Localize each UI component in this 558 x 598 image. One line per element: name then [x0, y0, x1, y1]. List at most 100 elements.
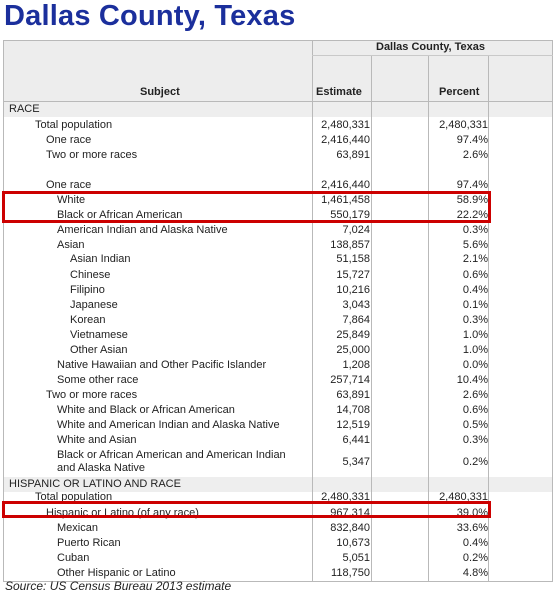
row-estimate: 832,840 [330, 522, 370, 534]
row-percent: 4.8% [462, 567, 488, 579]
row-percent: 1.0% [462, 329, 488, 341]
grid-line [552, 40, 553, 581]
table-row: White 1,461,458 58.9% [3, 193, 553, 208]
table-row: Native Hawaiian and Other Pacific Island… [3, 358, 553, 373]
row-subject: Puerto Rican [57, 537, 121, 549]
row-estimate: 10,216 [336, 284, 370, 296]
row-estimate: 2,480,331 [321, 491, 370, 503]
table-row: White and Black or African American 14,70… [3, 403, 553, 418]
table-row: HISPANIC OR LATINO AND RACE [3, 477, 553, 492]
row-subject: White and American Indian and Alaska Nat… [57, 419, 280, 431]
row-estimate: 1,208 [342, 359, 370, 371]
row-estimate: 25,000 [336, 344, 370, 356]
row-subject: Filipino [70, 284, 105, 296]
row-estimate: 550,179 [330, 209, 370, 221]
table-row: Total population 2,480,331 2,480,331 [3, 118, 553, 133]
row-subject: Korean [70, 314, 106, 326]
table-row: Black or African American 550,179 22.2% [3, 208, 553, 223]
row-percent: 0.2% [462, 552, 488, 564]
table-row: Other Hispanic or Latino 118,750 4.8% [3, 566, 553, 581]
table-row: Mexican 832,840 33.6% [3, 521, 553, 536]
grid-line [371, 55, 372, 581]
row-estimate: 6,441 [342, 434, 370, 446]
row-estimate: 14,708 [336, 404, 370, 416]
row-subject: Other Asian [70, 344, 128, 356]
row-percent: 0.2% [462, 456, 488, 468]
row-estimate: 51,158 [336, 253, 370, 265]
table-row: White and American Indian and Alaska Nat… [3, 418, 553, 433]
table-row: Asian 138,857 5.6% [3, 238, 553, 253]
row-estimate: 7,864 [342, 314, 370, 326]
row-percent: 5.6% [462, 239, 488, 251]
row-estimate: 1,461,458 [321, 194, 370, 206]
row-estimate: 7,024 [342, 224, 370, 236]
grid-line [312, 40, 313, 581]
row-estimate: 2,480,331 [321, 119, 370, 131]
row-subject: Total population [35, 119, 113, 131]
source-note: Source: US Census Bureau 2013 estimate [5, 579, 232, 593]
row-subject: American Indian and Alaska Native [57, 224, 228, 236]
row-subject: White and Asian [57, 434, 137, 446]
row-percent: 10.4% [456, 374, 488, 386]
table-row: Other Asian 25,000 1.0% [3, 343, 553, 358]
row-percent: 0.5% [462, 419, 488, 431]
row-estimate: 63,891 [336, 149, 370, 161]
row-estimate: 138,857 [330, 239, 370, 251]
row-subject: Asian Indian [70, 253, 131, 265]
row-subject: HISPANIC OR LATINO AND RACE [9, 478, 181, 490]
table-row: Japanese 3,043 0.1% [3, 298, 553, 313]
row-subject: Cuban [57, 552, 90, 564]
row-estimate: 5,051 [342, 552, 370, 564]
table-row: Black or African American and American I… [3, 448, 553, 476]
row-percent: 0.4% [462, 284, 488, 296]
row-subject: Other Hispanic or Latino [57, 567, 176, 579]
row-percent: 0.0% [462, 359, 488, 371]
row-estimate: 5,347 [342, 456, 370, 468]
grid-line [428, 55, 429, 581]
row-subject: Some other race [57, 374, 139, 386]
table-row: RACE [3, 102, 553, 117]
row-percent: 0.1% [462, 299, 488, 311]
table-row: Filipino 10,216 0.4% [3, 283, 553, 298]
row-subject: Black or African American [57, 209, 183, 221]
row-subject: Chinese [70, 269, 111, 281]
table-row: White and Asian 6,441 0.3% [3, 433, 553, 448]
row-subject: Two or more races [46, 389, 138, 401]
row-percent: 33.6% [456, 522, 488, 534]
row-percent: 0.3% [462, 224, 488, 236]
table-row: One race 2,416,440 97.4% [3, 133, 553, 148]
row-subject: White and Black or African American [57, 404, 235, 416]
row-percent: 0.6% [462, 404, 488, 416]
header-percent: Percent [439, 86, 480, 98]
row-estimate: 2,416,440 [321, 179, 370, 191]
table-row: One race 2,416,440 97.4% [3, 178, 553, 193]
row-estimate: 3,043 [342, 299, 370, 311]
highlight-box [2, 191, 491, 223]
table-bottom-border [3, 581, 553, 582]
table-row: American Indian and Alaska Native 7,024 0.… [3, 223, 553, 238]
table-row: Asian Indian 51,158 2.1% [3, 252, 553, 267]
row-subject: One race [46, 134, 92, 146]
table-row: Chinese 15,727 0.6% [3, 268, 553, 283]
row-percent: 2.1% [462, 253, 488, 265]
row-estimate: 118,750 [331, 567, 370, 579]
header-divider [312, 55, 553, 56]
row-estimate: 2,416,440 [321, 134, 370, 146]
row-percent: 0.6% [462, 269, 488, 281]
table-row: Two or more races 63,891 2.6% [3, 388, 553, 403]
row-percent: 0.4% [462, 537, 488, 549]
row-subject: Japanese [70, 299, 118, 311]
table-row [3, 163, 553, 178]
row-subject: Black or African American and American I… [57, 449, 286, 474]
table-header [3, 40, 553, 102]
row-subject: RACE [9, 103, 40, 115]
row-subject: Mexican [57, 522, 98, 534]
row-subject: Two or more races [46, 149, 138, 161]
row-estimate: 10,673 [336, 537, 370, 549]
table-row: Puerto Rican 10,673 0.4% [3, 536, 553, 551]
row-percent: 0.3% [462, 314, 488, 326]
page-title: Dallas County, Texas [4, 0, 296, 32]
row-percent: 2,480,331 [439, 119, 488, 131]
row-estimate: 257,714 [330, 374, 370, 386]
grid-line [488, 55, 489, 581]
